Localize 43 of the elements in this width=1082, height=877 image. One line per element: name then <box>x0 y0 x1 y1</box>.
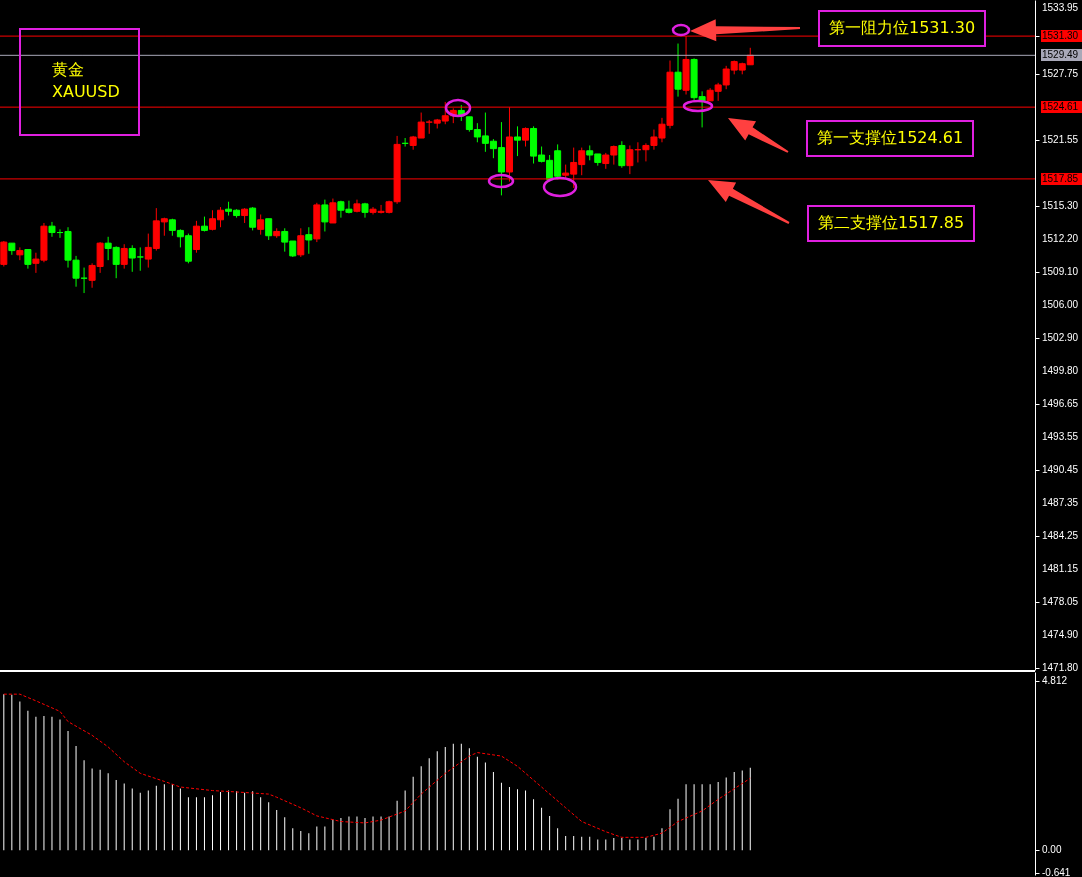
candlestick <box>249 206 257 231</box>
text: 黄金 <box>52 60 84 81</box>
text: XAUUSD <box>52 82 120 101</box>
y-tick-label: 1533.95 <box>1042 1 1079 13</box>
candlestick <box>618 140 626 169</box>
candlestick <box>513 125 522 157</box>
y-tick-label: 1512.20 <box>1042 232 1079 244</box>
y-tick-label: 1499.80 <box>1042 364 1079 376</box>
candlestick <box>16 246 24 261</box>
y-tick-label: 1502.90 <box>1042 331 1079 343</box>
y-tick-label: 1481.15 <box>1042 562 1079 574</box>
ref-line-label: 第一支撑位1524.61 <box>806 120 975 157</box>
candlestick <box>674 43 682 98</box>
y-tick-label: 1484.25 <box>1042 529 1079 541</box>
y-tick-label: 1474.90 <box>1042 628 1079 640</box>
candlestick <box>120 243 128 270</box>
ref-line-label: 第一阻力位1531.30 <box>818 10 987 47</box>
candlestick <box>257 213 265 236</box>
y-tick-label: -0.641 <box>1042 866 1071 877</box>
candlestick <box>522 126 530 148</box>
candlestick <box>265 218 273 241</box>
candlestick <box>305 226 313 255</box>
candlestick <box>321 199 329 232</box>
candlestick <box>192 220 200 254</box>
y-tick-label: 1521.55 <box>1042 133 1079 145</box>
y-tick-label: 1487.35 <box>1042 496 1079 508</box>
line-series <box>3 693 751 838</box>
candlestick <box>0 240 8 268</box>
y-tick-label: 1496.65 <box>1042 398 1079 410</box>
y-tick-label: 1493.55 <box>1042 430 1079 442</box>
y-tick-label: 1527.75 <box>1042 67 1079 79</box>
y-tick-label: 1478.05 <box>1042 595 1079 607</box>
y-tick-label: 1515.30 <box>1042 199 1079 211</box>
y-tick-label: 1471.80 <box>1042 661 1079 673</box>
candlestick <box>329 198 337 224</box>
y-tick-label: 1509.10 <box>1042 265 1079 277</box>
y-tick-label: 4.812 <box>1042 675 1068 687</box>
y-tick-label: 1490.45 <box>1042 463 1079 475</box>
ref-line-label: 第二支撑位1517.85 <box>807 205 976 242</box>
y-tick-label: 0.00 <box>1042 844 1062 856</box>
y-tick-label: 1506.00 <box>1042 298 1079 310</box>
candlestick <box>24 249 32 270</box>
candlestick <box>297 227 305 258</box>
